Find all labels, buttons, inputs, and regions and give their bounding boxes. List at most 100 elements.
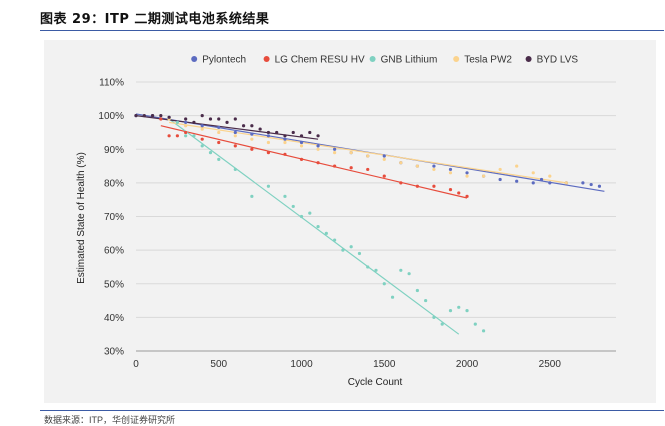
point-tesla-pw2 [250, 137, 254, 141]
point-gnb-lithium [440, 322, 444, 326]
y-tick-label: 100% [98, 111, 124, 122]
y-axis-label: Estimated State of Health (%) [76, 152, 87, 284]
point-tesla-pw2 [415, 164, 419, 168]
point-tesla-pw2 [283, 140, 287, 145]
point-gnb-lithium [175, 120, 179, 124]
x-axis-label: Cycle Count [348, 377, 403, 388]
point-gnb-lithium [357, 251, 362, 256]
point-byd-lvs [184, 117, 188, 121]
x-tick-label: 2500 [539, 359, 562, 370]
point-lg-chem-resu-hv [200, 137, 204, 141]
point-byd-lvs [299, 134, 304, 138]
trend-line-gnb-lithium [168, 118, 460, 335]
y-tick-label: 40% [104, 313, 124, 324]
point-gnb-lithium [382, 282, 386, 286]
x-tick-label: 1500 [373, 359, 396, 370]
point-lg-chem-resu-hv [175, 134, 179, 138]
point-gnb-lithium [465, 309, 469, 313]
data-points [134, 114, 602, 333]
point-lg-chem-resu-hv [233, 144, 237, 148]
point-gnb-lithium [415, 288, 419, 293]
point-byd-lvs [308, 130, 312, 135]
point-gnb-lithium [374, 268, 378, 272]
point-pylontech [184, 120, 188, 124]
y-tick-label: 80% [104, 178, 124, 189]
point-gnb-lithium [250, 194, 254, 198]
point-lg-chem-resu-hv [382, 174, 386, 178]
point-gnb-lithium [366, 265, 370, 269]
point-pylontech [597, 184, 602, 188]
point-pylontech [465, 171, 469, 175]
point-gnb-lithium [217, 157, 221, 161]
point-gnb-lithium [291, 204, 295, 209]
point-pylontech [581, 181, 585, 185]
point-pylontech [531, 181, 535, 185]
legend-marker-lg-chem-resu-hv [263, 56, 270, 62]
point-tesla-pw2 [200, 127, 204, 131]
point-gnb-lithium [473, 322, 477, 326]
point-gnb-lithium [200, 144, 204, 148]
bottom-rule [40, 410, 664, 411]
legend-marker-tesla-pw2 [453, 56, 460, 62]
x-tick-label: 0 [133, 359, 139, 370]
point-byd-lvs [316, 134, 320, 138]
legend-label-pylontech: Pylontech [202, 55, 246, 66]
point-lg-chem-resu-hv [399, 181, 403, 185]
point-lg-chem-resu-hv [283, 152, 287, 156]
top-rule [40, 30, 664, 31]
point-gnb-lithium [316, 224, 320, 229]
point-lg-chem-resu-hv [316, 161, 320, 165]
chart-panel: 30% 40% 50% 60% 70% 80% 90% 100% 110% 0 500 1000 150… [44, 40, 656, 403]
legend-label-byd-lvs: BYD LVS [537, 55, 579, 66]
point-byd-lvs [233, 117, 237, 121]
point-pylontech [217, 125, 221, 129]
point-byd-lvs [275, 130, 279, 135]
y-tick-label: 110% [99, 78, 124, 89]
point-byd-lvs [200, 114, 204, 118]
point-pylontech [515, 179, 519, 183]
point-gnb-lithium [448, 309, 453, 313]
point-tesla-pw2 [548, 174, 552, 178]
point-gnb-lithium [349, 245, 353, 249]
point-pylontech [548, 181, 552, 185]
point-pylontech [432, 164, 436, 168]
point-gnb-lithium [432, 315, 436, 319]
point-byd-lvs [150, 114, 155, 118]
point-byd-lvs [266, 130, 271, 135]
point-pylontech [233, 130, 237, 135]
point-gnb-lithium [341, 248, 345, 252]
legend-label-gnb-lithium: GNB Lithium [381, 55, 438, 66]
point-byd-lvs [258, 127, 262, 131]
y-tick-label: 90% [104, 145, 124, 156]
point-byd-lvs [250, 124, 254, 128]
x-tick-label: 1000 [290, 359, 313, 370]
point-pylontech [299, 140, 304, 145]
point-gnb-lithium [407, 272, 411, 276]
point-gnb-lithium [299, 214, 304, 219]
point-byd-lvs [225, 120, 229, 124]
source-note: 数据来源：ITP，华创证券研究所 [44, 415, 176, 425]
axes: 30% 40% 50% 60% 70% 80% 90% 100% 110% 0 500 1000 150… [98, 78, 616, 370]
point-pylontech [382, 154, 386, 158]
trend-line-tesla-pw2 [169, 121, 567, 184]
point-byd-lvs [217, 117, 221, 121]
point-byd-lvs [192, 120, 196, 124]
point-tesla-pw2 [266, 140, 271, 145]
point-byd-lvs [208, 117, 213, 121]
point-tesla-pw2 [448, 171, 453, 175]
legend-marker-byd-lvs [525, 56, 532, 62]
legend-marker-gnb-lithium [369, 56, 376, 62]
point-tesla-pw2 [184, 124, 188, 128]
point-lg-chem-resu-hv [333, 164, 337, 168]
point-byd-lvs [142, 114, 146, 118]
figure-title: 图表 29：ITP 二期测试电池系统结果 [40, 12, 270, 27]
point-tesla-pw2 [531, 171, 535, 175]
point-lg-chem-resu-hv [349, 166, 353, 170]
y-tick-label: 60% [104, 246, 124, 257]
point-gnb-lithium [283, 194, 287, 198]
point-pylontech [200, 124, 204, 128]
point-tesla-pw2 [233, 134, 237, 138]
point-lg-chem-resu-hv [250, 147, 254, 151]
point-lg-chem-resu-hv [432, 184, 436, 188]
point-gnb-lithium [266, 184, 271, 188]
